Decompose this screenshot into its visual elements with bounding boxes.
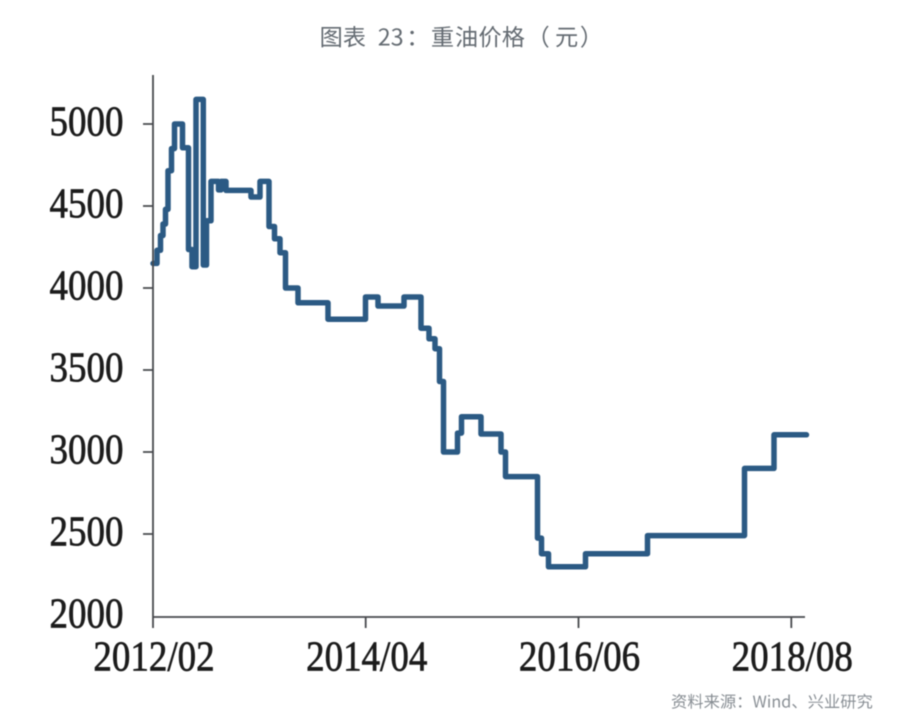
svg-text:2018/08: 2018/08 bbox=[732, 633, 853, 680]
svg-text:5000: 5000 bbox=[50, 98, 124, 145]
svg-text:4500: 4500 bbox=[50, 180, 124, 227]
svg-text:2014/04: 2014/04 bbox=[306, 633, 427, 680]
svg-text:2500: 2500 bbox=[50, 508, 124, 555]
svg-text:3000: 3000 bbox=[50, 426, 124, 473]
svg-text:2000: 2000 bbox=[50, 590, 124, 637]
svg-text:4000: 4000 bbox=[50, 262, 124, 309]
svg-text:2012/02: 2012/02 bbox=[93, 633, 214, 680]
svg-text:2016/06: 2016/06 bbox=[519, 633, 640, 680]
svg-text:3500: 3500 bbox=[50, 344, 124, 391]
